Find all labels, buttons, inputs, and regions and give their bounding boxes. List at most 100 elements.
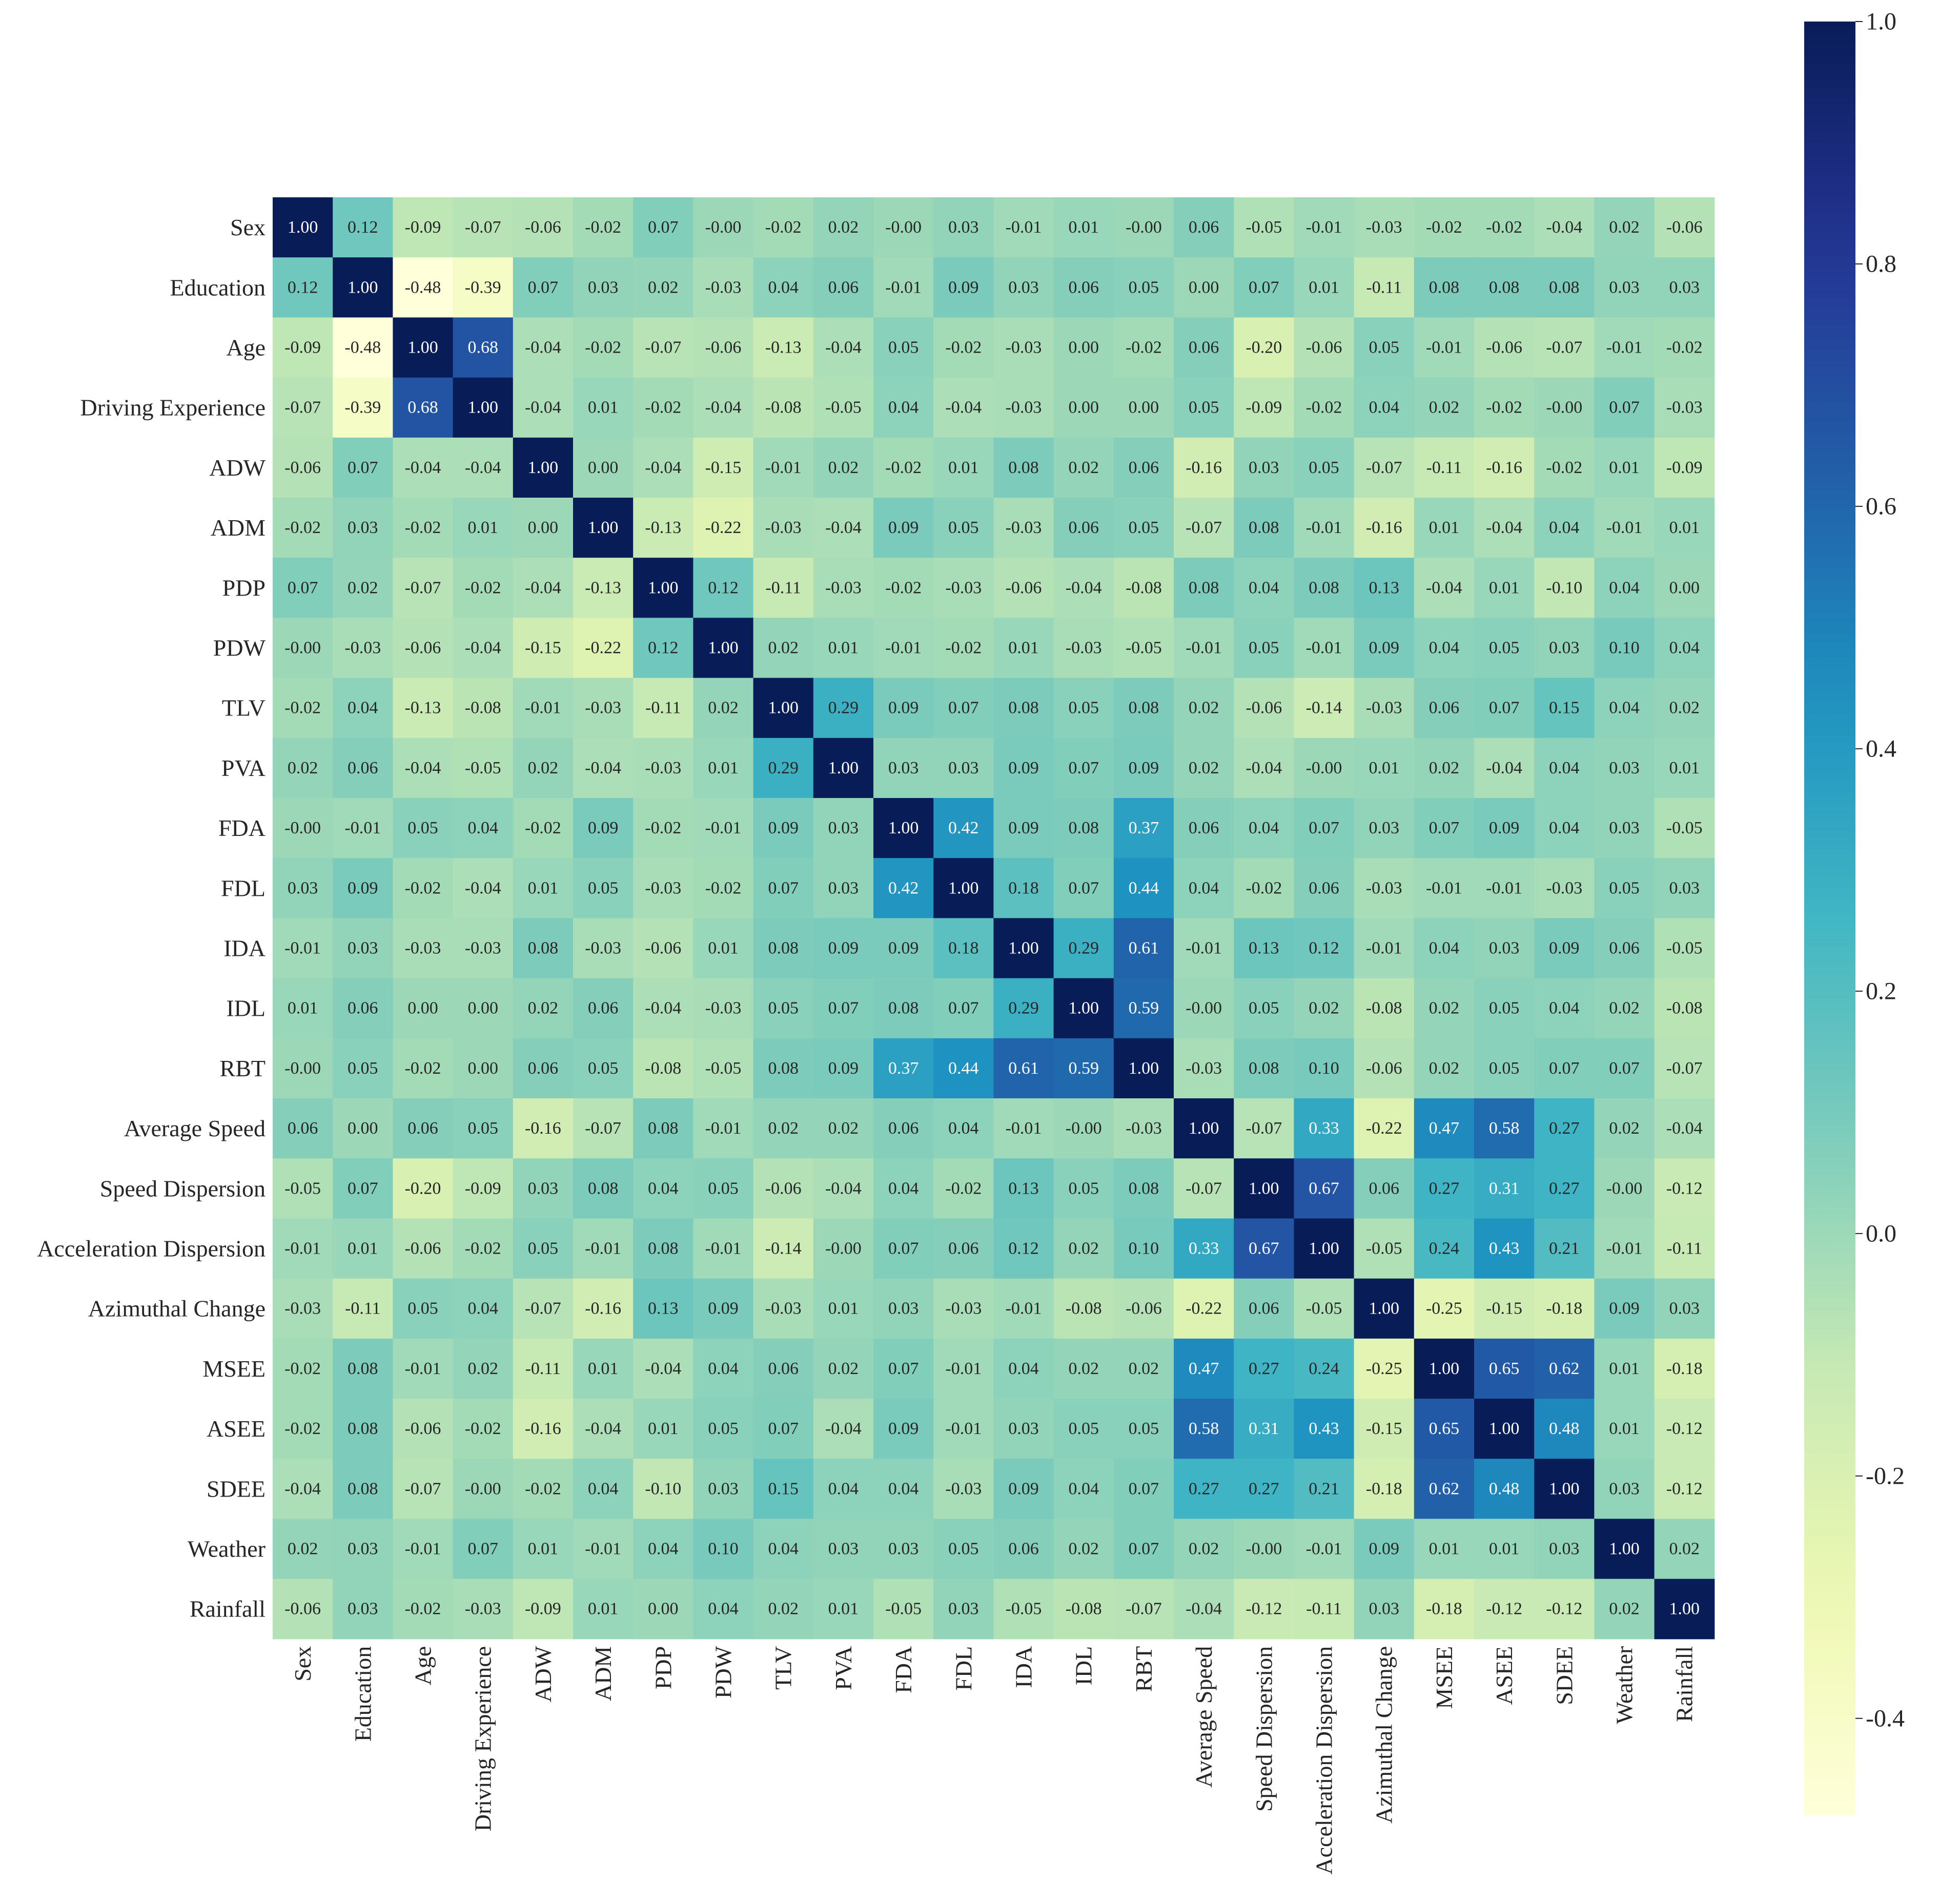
colorbar: 1.0 0.8 0.6 0.4 0.2 0.0 -0.2 -0.4 — [1804, 8, 1905, 1815]
heatmap-cell — [753, 317, 814, 378]
heatmap-cell — [1534, 257, 1595, 318]
cell-value-label: -0.00 — [1246, 1540, 1282, 1559]
cell-value-label: -0.11 — [1666, 1239, 1702, 1258]
heatmap-cell — [273, 798, 333, 858]
heatmap-cell — [453, 558, 514, 618]
cell-value-label: 0.06 — [1189, 338, 1219, 357]
column-label: MSEE — [1431, 1646, 1457, 1709]
heatmap-cell — [873, 1579, 934, 1640]
cell-value-label: 0.02 — [1189, 699, 1219, 718]
heatmap-cell — [1294, 798, 1355, 858]
cell-value-label: -0.01 — [1306, 639, 1342, 658]
cell-value-label: 0.05 — [588, 878, 619, 897]
cell-value-label: 1.00 — [588, 518, 619, 537]
heatmap-cell — [453, 1038, 514, 1099]
cell-value-label: -0.02 — [525, 1479, 561, 1498]
cell-value-label: 0.09 — [1369, 1540, 1399, 1559]
cell-value-label: 0.03 — [588, 278, 619, 297]
cell-value-label: 0.37 — [888, 1059, 919, 1078]
heatmap-cell — [453, 1218, 514, 1279]
row-label: FDA — [218, 815, 266, 841]
cell-value-label: 1.00 — [1369, 1299, 1399, 1318]
cell-value-label: 0.27 — [1549, 1119, 1580, 1138]
heatmap-cell — [873, 437, 934, 498]
heatmap-cell — [1654, 1158, 1715, 1219]
heatmap-cell — [573, 1098, 634, 1159]
cell-value-label: -0.01 — [585, 1540, 621, 1559]
cell-value-label: -0.08 — [1066, 1600, 1102, 1619]
cell-value-label: 1.00 — [948, 878, 979, 897]
heatmap-cell — [453, 1459, 514, 1519]
column-label: Rainfall — [1671, 1646, 1698, 1722]
heatmap-cell — [1414, 1098, 1475, 1159]
cell-value-label: 0.04 — [1549, 759, 1580, 777]
heatmap-cell — [1474, 1098, 1535, 1159]
heatmap-cell — [1294, 1519, 1355, 1580]
heatmap-cell — [753, 1519, 814, 1580]
heatmap-cell — [513, 1098, 574, 1159]
heatmap-cell — [1414, 197, 1475, 258]
heatmap-cell — [993, 1038, 1054, 1099]
heatmap-cell — [273, 1399, 333, 1459]
heatmap-cell — [1234, 918, 1294, 979]
heatmap-cell — [1594, 798, 1655, 858]
heatmap-cell — [1654, 978, 1715, 1039]
cell-value-label: 0.62 — [1549, 1359, 1580, 1378]
cell-value-label: 0.01 — [1068, 218, 1099, 237]
cell-value-label: 0.12 — [1008, 1239, 1039, 1258]
cell-value-label: -0.04 — [465, 458, 501, 477]
cell-value-label: 0.09 — [948, 278, 979, 297]
cell-value-label: -0.03 — [945, 1299, 982, 1318]
cell-value-label: 0.04 — [1249, 818, 1279, 837]
cell-value-label: 0.04 — [888, 1179, 919, 1198]
cell-value-label: 0.06 — [288, 1119, 318, 1138]
cell-value-label: -0.07 — [1186, 518, 1222, 537]
cell-value-label: -0.05 — [1666, 818, 1703, 837]
heatmap-cell — [813, 1158, 874, 1219]
colorbar-tick-label: 1.0 — [1866, 8, 1896, 35]
heatmap-cell — [393, 858, 454, 918]
cell-value-label: -0.01 — [1006, 1299, 1042, 1318]
cell-value-label: -0.04 — [645, 1359, 681, 1378]
heatmap-cell — [393, 437, 454, 498]
cell-value-label: -0.02 — [885, 458, 922, 477]
row-label: Weather — [188, 1536, 266, 1562]
cell-value-label: -0.05 — [705, 1059, 742, 1078]
cell-value-label: -0.18 — [1666, 1359, 1703, 1378]
cell-value-label: -0.00 — [825, 1239, 862, 1258]
heatmap-cell — [1354, 978, 1415, 1039]
cell-value-label: 0.04 — [888, 398, 919, 417]
heatmap-cell — [993, 197, 1054, 258]
cell-value-label: 1.00 — [348, 278, 378, 297]
heatmap-cell — [1534, 377, 1595, 438]
cell-value-label: -0.03 — [645, 878, 681, 897]
cell-value-label: 0.00 — [467, 1059, 498, 1078]
cell-value-label: -0.04 — [465, 639, 501, 658]
cell-value-label: -0.13 — [645, 518, 681, 537]
cell-value-label: 0.07 — [528, 278, 559, 297]
cell-value-label: -0.08 — [1066, 1299, 1102, 1318]
cell-value-label: -0.07 — [1666, 1059, 1703, 1078]
heatmap-cell — [273, 1098, 333, 1159]
heatmap-cell — [573, 1579, 634, 1640]
heatmap-cell — [1594, 1579, 1655, 1640]
cell-value-label: 0.09 — [588, 818, 619, 837]
cell-value-label: -0.04 — [945, 398, 982, 417]
cell-value-label: 0.12 — [1309, 939, 1339, 958]
heatmap-cell — [1654, 1278, 1715, 1339]
cell-value-label: 0.15 — [768, 1479, 799, 1498]
cell-value-label: 0.21 — [1309, 1479, 1339, 1498]
cell-value-label: -0.01 — [1306, 518, 1342, 537]
heatmap-cell — [453, 1519, 514, 1580]
heatmap-cell — [1534, 558, 1595, 618]
cell-value-label: 0.02 — [1309, 999, 1339, 1018]
cell-value-label: 0.08 — [1068, 818, 1099, 837]
heatmap-cell — [813, 1519, 874, 1580]
heatmap-cell — [813, 317, 874, 378]
cell-value-label: -0.03 — [645, 759, 681, 777]
heatmap-cell — [1113, 978, 1174, 1039]
cell-value-label: 1.00 — [1429, 1359, 1460, 1378]
heatmap-cell — [1654, 317, 1715, 378]
cell-value-label: 0.07 — [948, 999, 979, 1018]
cell-value-label: -0.09 — [465, 1179, 501, 1198]
